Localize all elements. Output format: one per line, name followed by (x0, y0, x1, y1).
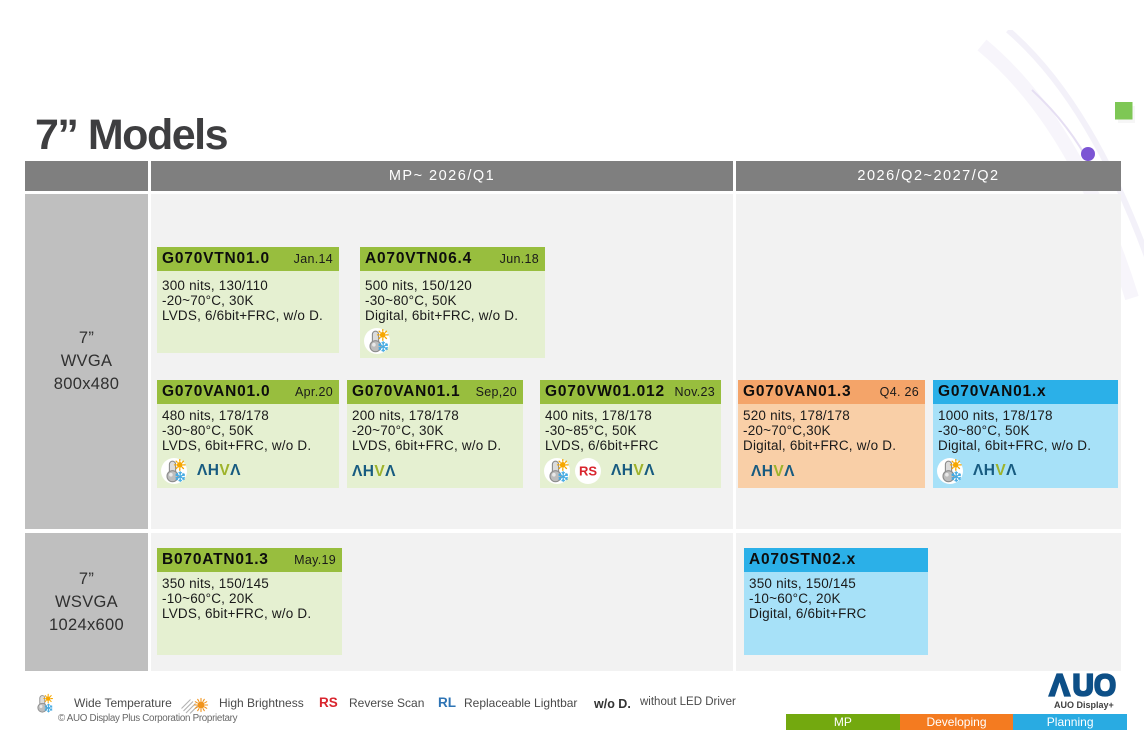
svg-text:RS: RS (579, 464, 597, 479)
